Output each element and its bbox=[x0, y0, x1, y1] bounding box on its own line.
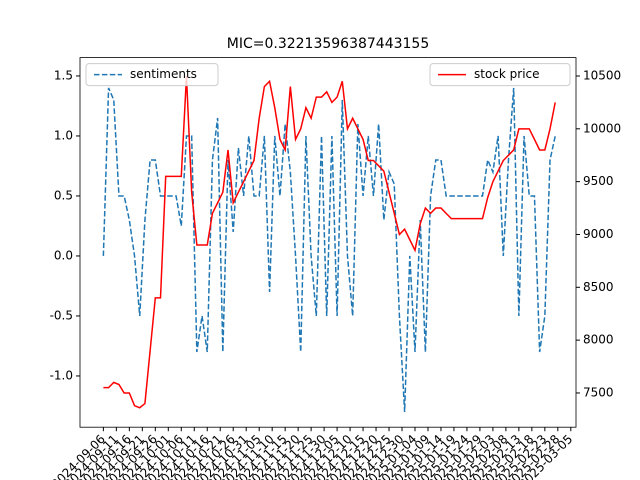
legend-box bbox=[85, 63, 219, 87]
legend-label: sentiments bbox=[130, 67, 197, 81]
y-tick-label: 1.0 bbox=[54, 128, 73, 142]
legend-label: stock price bbox=[474, 67, 540, 81]
y-tick-label: 0.0 bbox=[54, 248, 73, 262]
plot-frame bbox=[79, 57, 577, 428]
line-series bbox=[103, 75, 556, 409]
y-tick-label: -1.0 bbox=[50, 368, 73, 382]
y2-tick-label: 9000 bbox=[583, 227, 614, 241]
chart-title: MIC=0.32213596387443155 bbox=[227, 36, 430, 52]
y-tick-label: 0.5 bbox=[54, 188, 73, 202]
y-tick-label: 1.5 bbox=[54, 68, 73, 82]
y2-tick-label: 8500 bbox=[583, 280, 614, 294]
y-tick-label: -0.5 bbox=[50, 308, 73, 322]
legend-box bbox=[429, 63, 571, 87]
y2-tick-label: 7500 bbox=[583, 385, 614, 399]
y2-tick-label: 10000 bbox=[583, 121, 621, 135]
y2-tick-label: 8000 bbox=[583, 333, 614, 347]
line-series bbox=[102, 87, 556, 413]
y2-tick-label: 10500 bbox=[583, 68, 621, 82]
y2-tick-label: 9500 bbox=[583, 174, 614, 188]
